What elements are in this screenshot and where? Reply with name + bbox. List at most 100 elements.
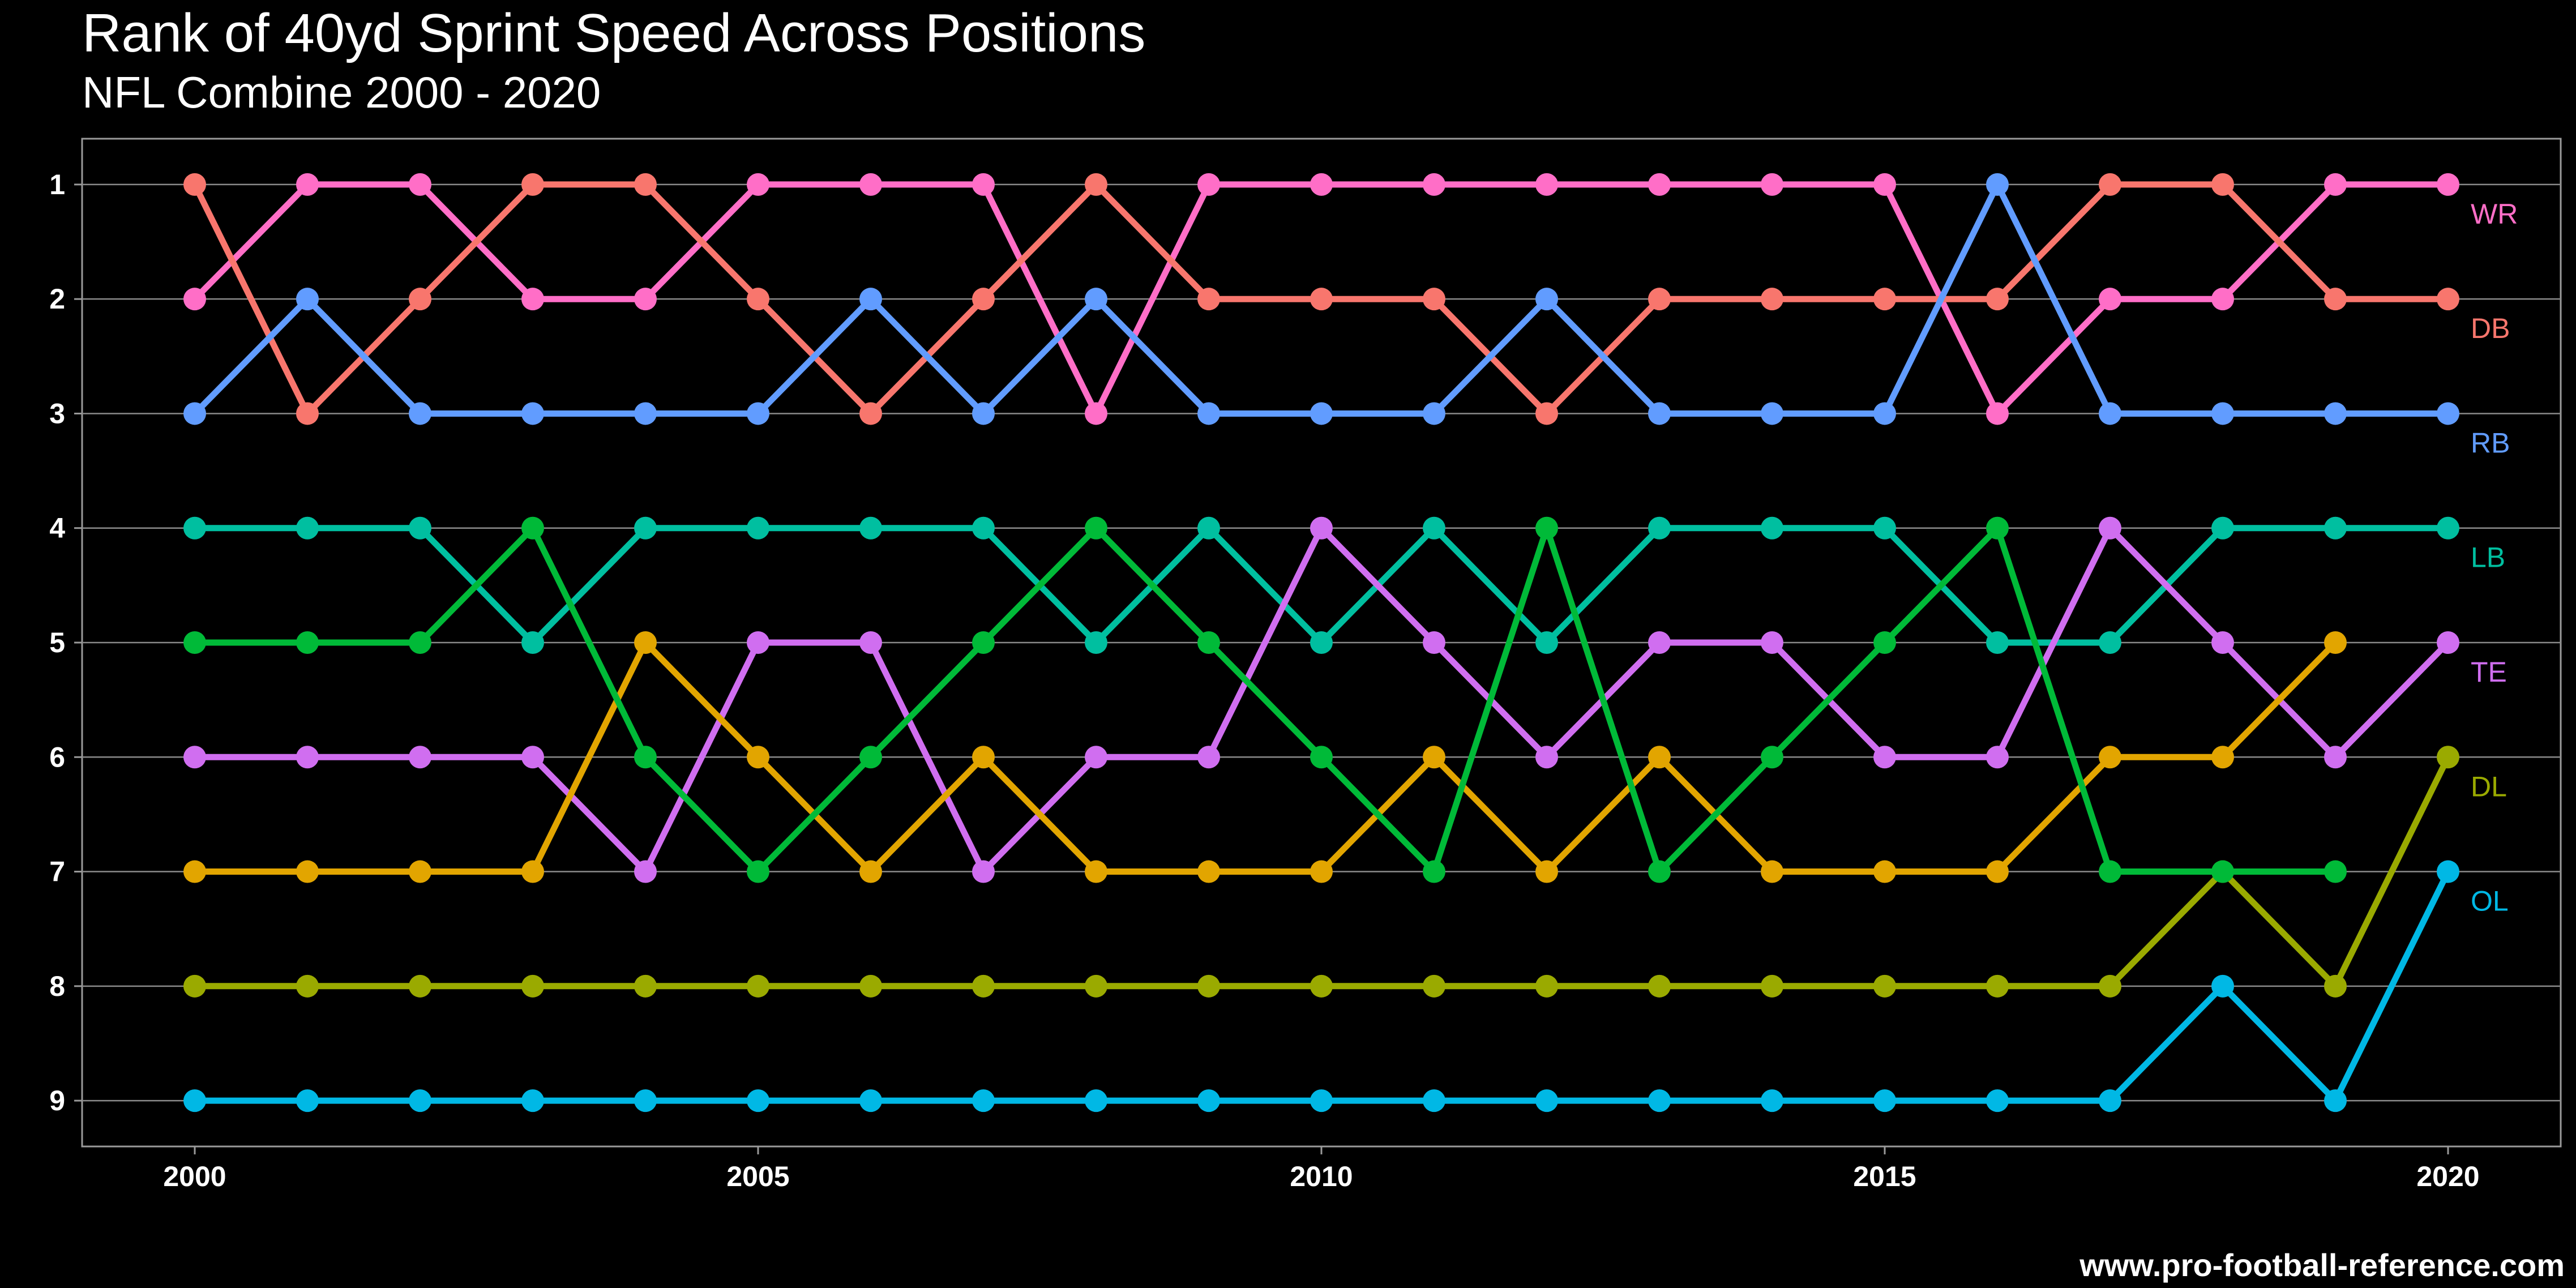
- data-point: [634, 402, 657, 425]
- data-point: [972, 516, 995, 540]
- data-point: [1873, 516, 1896, 540]
- data-point: [1085, 1089, 1107, 1112]
- data-point: [972, 860, 995, 883]
- data-point: [521, 746, 544, 769]
- data-point: [296, 516, 319, 540]
- data-point: [409, 402, 431, 425]
- x-tick-label: 2000: [163, 1161, 226, 1192]
- data-point: [1423, 173, 1445, 196]
- axes: 1 2 3 4 5 6 7 8 9 2000 2005 2010 2015 2020: [49, 169, 2479, 1192]
- data-point: [521, 1089, 544, 1112]
- data-point: [1423, 746, 1445, 769]
- data-point: [747, 746, 769, 769]
- data-point: [747, 173, 769, 196]
- series-label: WR: [2471, 198, 2518, 230]
- data-point: [2324, 631, 2347, 654]
- data-point: [1986, 1089, 2009, 1112]
- chart-title: Rank of 40yd Sprint Speed Across Positio…: [82, 3, 1146, 63]
- data-point: [2211, 631, 2234, 654]
- data-point: [2437, 516, 2459, 540]
- data-point: [1535, 860, 1558, 883]
- data-point: [634, 173, 657, 196]
- data-point: [296, 1089, 319, 1112]
- data-point: [2099, 516, 2121, 540]
- data-point: [1873, 631, 1896, 654]
- data-point: [1648, 631, 1671, 654]
- data-point: [1310, 746, 1333, 769]
- data-point: [859, 173, 882, 196]
- data-point: [521, 631, 544, 654]
- data-point: [183, 173, 206, 196]
- data-point: [747, 631, 769, 654]
- data-point: [1986, 631, 2009, 654]
- data-point: [1085, 860, 1107, 883]
- data-point: [634, 288, 657, 311]
- data-point: [296, 631, 319, 654]
- data-point: [409, 746, 431, 769]
- x-tick-label: 2015: [1853, 1161, 1916, 1192]
- y-tick-label: 6: [49, 741, 65, 773]
- data-point: [1423, 631, 1445, 654]
- data-point: [747, 860, 769, 883]
- data-point: [2437, 746, 2459, 769]
- data-point: [521, 516, 544, 540]
- data-point: [521, 860, 544, 883]
- data-point: [1986, 173, 2009, 196]
- data-point: [1423, 516, 1445, 540]
- data-point: [1535, 402, 1558, 425]
- data-point: [1423, 288, 1445, 311]
- data-point: [1197, 1089, 1220, 1112]
- data-point: [183, 746, 206, 769]
- data-point: [296, 402, 319, 425]
- data-point: [2324, 1089, 2347, 1112]
- data-point: [972, 631, 995, 654]
- data-point: [972, 288, 995, 311]
- data-point: [1873, 746, 1896, 769]
- data-point: [2211, 860, 2234, 883]
- data-point: [2324, 173, 2347, 196]
- data-point: [1423, 1089, 1445, 1112]
- data-point: [634, 746, 657, 769]
- data-point: [1986, 974, 2009, 998]
- series-label: DL: [2471, 771, 2507, 802]
- data-point: [409, 516, 431, 540]
- data-point: [1535, 1089, 1558, 1112]
- data-point: [183, 288, 206, 311]
- data-point: [2099, 860, 2121, 883]
- data-point: [409, 974, 431, 998]
- data-point: [1873, 1089, 1896, 1112]
- data-point: [1535, 288, 1558, 311]
- data-point: [1873, 288, 1896, 311]
- chart-subtitle: NFL Combine 2000 - 2020: [82, 67, 601, 117]
- data-point: [1085, 516, 1107, 540]
- series-line: [191, 639, 2339, 875]
- data-point: [1310, 402, 1333, 425]
- data-point: [409, 1089, 431, 1112]
- data-point: [859, 402, 882, 425]
- data-point: [1197, 516, 1220, 540]
- data-point: [1648, 173, 1671, 196]
- data-point: [1423, 974, 1445, 998]
- y-tick-label: 7: [49, 856, 65, 888]
- series-unlabeled: [183, 631, 2347, 883]
- data-point: [2211, 288, 2234, 311]
- data-point: [2099, 746, 2121, 769]
- data-point: [1648, 746, 1671, 769]
- data-point: [634, 860, 657, 883]
- y-tick-label: 3: [49, 397, 65, 429]
- data-point: [1197, 974, 1220, 998]
- data-point: [1761, 173, 1783, 196]
- data-point: [1761, 402, 1783, 425]
- data-point: [747, 402, 769, 425]
- data-point: [2437, 288, 2459, 311]
- data-point: [972, 402, 995, 425]
- data-point: [296, 746, 319, 769]
- data-point: [2437, 402, 2459, 425]
- data-point: [521, 974, 544, 998]
- data-point: [296, 974, 319, 998]
- data-point: [521, 402, 544, 425]
- data-point: [1873, 402, 1896, 425]
- data-point: [2099, 974, 2121, 998]
- series-db: [183, 173, 2459, 425]
- data-point: [521, 288, 544, 311]
